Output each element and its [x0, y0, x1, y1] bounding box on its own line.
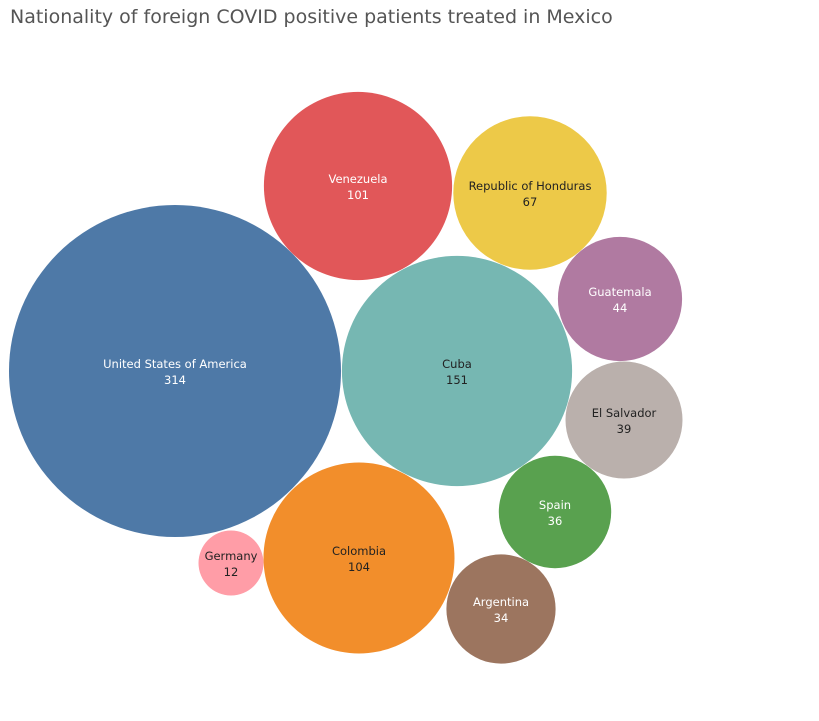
bubble-germany[interactable]: Germany 12: [198, 530, 264, 596]
bubble-label-argentina: Argentina: [473, 595, 529, 609]
bubble-circle-venezuela[interactable]: [263, 91, 453, 281]
bubble-value-germany: 12: [224, 565, 239, 579]
bubble-circle-el-salvador[interactable]: [565, 361, 683, 479]
bubble-label-el-salvador: El Salvador: [592, 406, 657, 420]
bubble-spain[interactable]: Spain 36: [498, 455, 612, 569]
bubble-label-republic-of-honduras: Republic of Honduras: [469, 179, 592, 193]
bubble-venezuela[interactable]: Venezuela 101: [263, 91, 453, 281]
bubble-value-el-salvador: 39: [617, 422, 632, 436]
bubble-guatemala[interactable]: Guatemala 44: [557, 236, 683, 362]
bubble-circle-germany[interactable]: [198, 530, 264, 596]
bubble-label-guatemala: Guatemala: [588, 285, 651, 299]
bubble-republic-of-honduras[interactable]: Republic of Honduras 67: [453, 116, 607, 270]
bubble-value-guatemala: 44: [613, 301, 628, 315]
bubble-el-salvador[interactable]: El Salvador 39: [565, 361, 683, 479]
bubble-value-argentina: 34: [494, 611, 509, 625]
bubble-label-venezuela: Venezuela: [328, 172, 387, 186]
bubble-circle-cuba[interactable]: [341, 255, 573, 487]
bubble-circle-republic-of-honduras[interactable]: [453, 116, 607, 270]
bubble-cuba[interactable]: Cuba 151: [341, 255, 573, 487]
bubble-circle-guatemala[interactable]: [557, 236, 683, 362]
bubble-value-venezuela: 101: [347, 188, 369, 202]
bubble-label-germany: Germany: [205, 549, 258, 563]
bubble-value-republic-of-honduras: 67: [523, 195, 538, 209]
chart-title: Nationality of foreign COVID positive pa…: [10, 6, 613, 28]
bubble-value-united-states-of-america: 314: [164, 373, 186, 387]
bubble-value-cuba: 151: [446, 373, 468, 387]
bubble-label-united-states-of-america: United States of America: [103, 357, 247, 371]
bubble-argentina[interactable]: Argentina 34: [446, 554, 556, 664]
bubble-label-spain: Spain: [539, 498, 571, 512]
bubble-circle-united-states-of-america[interactable]: [9, 205, 341, 537]
bubble-label-cuba: Cuba: [442, 357, 472, 371]
bubble-value-spain: 36: [548, 514, 563, 528]
bubble-circle-argentina[interactable]: [446, 554, 556, 664]
bubble-value-colombia: 104: [348, 560, 370, 574]
bubble-colombia[interactable]: Colombia 104: [263, 462, 455, 654]
bubble-united-states-of-america[interactable]: United States of America 314: [9, 205, 341, 537]
bubble-circle-colombia[interactable]: [263, 462, 455, 654]
bubble-circle-spain[interactable]: [498, 455, 612, 569]
bubble-label-colombia: Colombia: [332, 544, 386, 558]
